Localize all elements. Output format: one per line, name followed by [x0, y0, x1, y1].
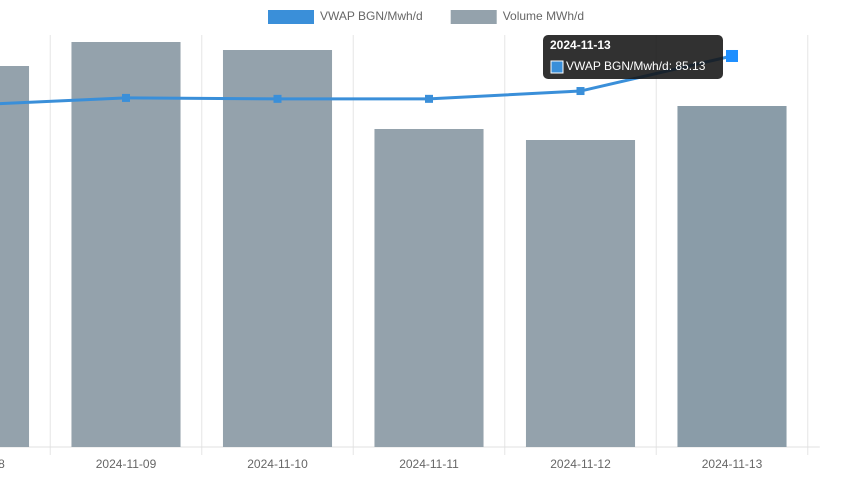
bar	[677, 106, 787, 447]
x-tick-label: 2024-11-08	[0, 457, 5, 471]
tooltip-swatch	[550, 60, 564, 74]
legend-label: VWAP BGN/Mwh/d	[320, 9, 423, 23]
line	[0, 54, 733, 106]
x-tick-label: 2024-11-12	[550, 457, 611, 471]
legend-label: Volume MWh/d	[503, 9, 584, 23]
tooltip-series: VWAP BGN/Mwh/d	[566, 59, 669, 73]
point	[425, 94, 433, 103]
point	[576, 87, 585, 96]
x-tick-label: 2024-11-09	[96, 457, 157, 471]
point	[273, 94, 282, 103]
bar	[374, 129, 484, 447]
x-tick-label: 2024-11-13	[702, 457, 763, 471]
tooltip: 2024-11-13 VWAP BGN/Mwh/d: 85.13	[543, 35, 723, 79]
bar	[525, 140, 636, 447]
bar	[71, 42, 181, 447]
point	[122, 93, 130, 102]
bar	[222, 50, 333, 447]
tooltip-box	[543, 35, 723, 79]
tooltip-label: VWAP BGN/Mwh/d: 85.13	[566, 59, 706, 73]
tooltip-value: 85.13	[675, 59, 705, 73]
legend-swatch	[450, 10, 497, 24]
bar	[0, 66, 30, 447]
x-tick-label: 2024-11-10	[247, 457, 308, 471]
tooltip-title: 2024-11-13	[550, 38, 611, 52]
x-tick-label: 2024-11-11	[399, 457, 459, 471]
point	[726, 49, 738, 62]
tooltip-sep: :	[669, 59, 676, 73]
legend-swatch	[268, 10, 314, 24]
legend: VWAP BGN/Mwh/d Volume MWh/d	[268, 9, 584, 24]
